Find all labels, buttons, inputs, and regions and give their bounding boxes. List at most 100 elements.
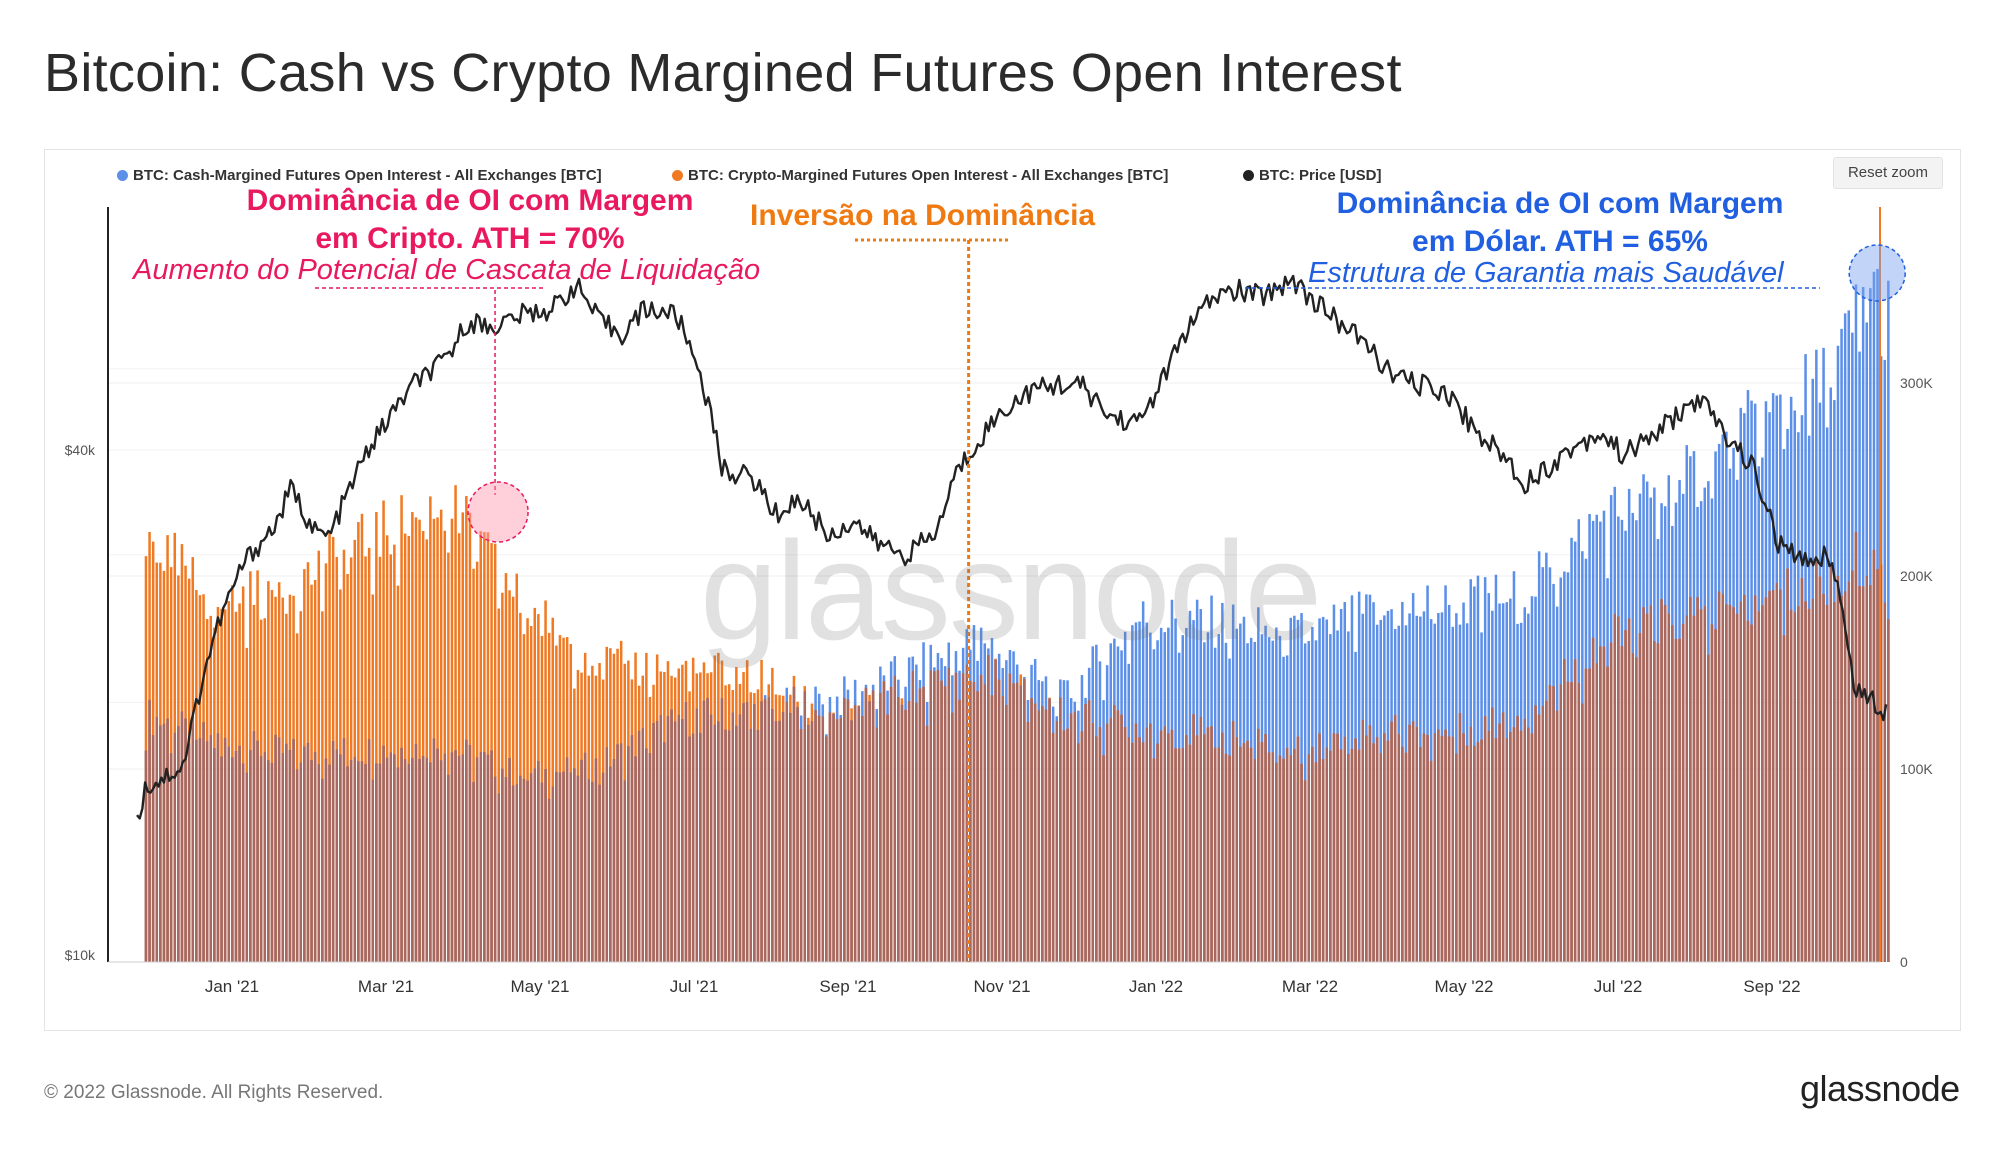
- overlap-bar: [310, 759, 313, 962]
- overlap-bar: [1725, 604, 1728, 962]
- overlap-bar: [623, 780, 627, 962]
- overlap-bar: [1289, 755, 1293, 962]
- overlap-bar: [1512, 727, 1516, 962]
- overlap-bar: [299, 762, 303, 962]
- overlap-bar: [227, 746, 231, 962]
- overlap-bar: [616, 744, 619, 962]
- crypto-bar: [421, 530, 425, 962]
- overlap-bar: [1383, 733, 1386, 962]
- overlap-bar: [1404, 752, 1408, 962]
- overlap-bar: [1570, 682, 1573, 962]
- overlap-bar: [1599, 646, 1602, 962]
- overlap-bar: [853, 704, 857, 962]
- overlap-bar: [573, 768, 576, 962]
- overlap-bar: [810, 721, 814, 962]
- crypto-bar: [457, 533, 461, 962]
- overlap-bar: [195, 739, 198, 962]
- overlap-bar: [911, 671, 915, 962]
- overlap-bar: [490, 750, 493, 962]
- overlap-bar: [702, 700, 706, 962]
- overlap-bar: [778, 720, 781, 962]
- overlap-bar: [1447, 736, 1451, 962]
- overlap-bar: [1523, 718, 1527, 962]
- usd-dominance-circle: [1848, 244, 1906, 302]
- overlap-bar: [537, 761, 540, 962]
- overlap-bar: [1509, 731, 1512, 962]
- overlap-bar: [439, 760, 443, 962]
- overlap-bar: [1757, 611, 1761, 962]
- overlap-bar: [1879, 564, 1883, 962]
- overlap-bar: [317, 764, 321, 962]
- legend-item-crypto[interactable]: BTC: Crypto-Margined Futures Open Intere…: [672, 167, 1168, 184]
- reset-zoom-button[interactable]: Reset zoom: [1833, 157, 1943, 189]
- overlap-bar: [1552, 686, 1555, 962]
- y-right-tick-label: 100K: [1900, 761, 1933, 777]
- overlap-bar: [699, 732, 702, 962]
- overlap-bar: [1663, 604, 1667, 962]
- overlap-bar: [925, 725, 929, 962]
- overlap-bar: [1037, 710, 1041, 962]
- overlap-bar: [425, 757, 429, 962]
- overlap-bar: [400, 747, 403, 962]
- legend-label-crypto: BTC: Crypto-Margined Futures Open Intere…: [688, 167, 1169, 184]
- annotation-usd-dominance: Dominância de OI com Margem em Dólar. AT…: [1320, 185, 1800, 261]
- overlap-bar: [850, 720, 853, 962]
- legend-item-cash[interactable]: BTC: Cash-Margined Futures Open Interest…: [117, 167, 602, 184]
- overlap-bar: [1231, 721, 1235, 962]
- overlap-bar: [670, 709, 673, 962]
- overlap-bar: [889, 687, 893, 962]
- overlap-bar: [191, 715, 195, 962]
- overlap-bar: [1487, 730, 1491, 962]
- overlap-bar: [1656, 643, 1660, 962]
- overlap-bar: [943, 686, 947, 962]
- overlap-bar: [1066, 728, 1069, 962]
- overlap-bar: [155, 716, 159, 962]
- overlap-bar: [612, 759, 616, 962]
- overlap-bar: [1321, 759, 1325, 962]
- overlap-bar: [1591, 637, 1595, 962]
- overlap-bar: [1642, 607, 1645, 962]
- overlap-bar: [209, 735, 213, 962]
- overlap-bar: [756, 729, 760, 962]
- overlap-bar: [821, 716, 825, 962]
- overlap-bar: [1462, 733, 1465, 962]
- crypto-bar: [465, 496, 468, 962]
- overlap-bar: [1782, 635, 1786, 962]
- overlap-bar: [1822, 593, 1825, 962]
- crypto-bar: [378, 556, 382, 962]
- overlap-bar: [1548, 685, 1552, 962]
- overlap-bar: [1192, 714, 1195, 962]
- overlap-bar: [1581, 703, 1584, 962]
- overlap-bar: [976, 691, 979, 962]
- overlap-bar: [1473, 745, 1476, 962]
- overlap-bar: [270, 762, 274, 962]
- overlap-bar: [695, 708, 699, 962]
- legend-item-price[interactable]: BTC: Price [USD]: [1243, 167, 1382, 184]
- overlap-bar: [1735, 613, 1739, 962]
- overlap-bar: [1343, 736, 1347, 962]
- overlap-bar: [864, 687, 868, 962]
- overlap-bar: [418, 759, 421, 962]
- crypto-bar: [371, 594, 375, 962]
- overlap-bar: [382, 745, 385, 962]
- overlap-bar: [1887, 619, 1890, 962]
- overlap-bar: [324, 758, 328, 962]
- overlap-bar: [479, 751, 483, 962]
- overlap-bar: [947, 667, 951, 962]
- overlap-bar: [1458, 712, 1462, 962]
- overlap-bar: [871, 690, 875, 962]
- overlap-bar: [731, 712, 735, 962]
- overlap-bar: [1397, 734, 1401, 962]
- overlap-bar: [663, 742, 666, 962]
- overlap-bar: [1217, 747, 1221, 962]
- overlap-bar: [1761, 605, 1764, 962]
- overlap-bar: [1336, 733, 1339, 962]
- overlap-bar: [1113, 705, 1116, 962]
- overlap-bar: [1527, 727, 1530, 962]
- crypto-bar: [407, 535, 411, 962]
- overlap-bar: [843, 698, 846, 962]
- overlap-bar: [1138, 737, 1141, 962]
- overlap-bar: [267, 760, 270, 962]
- overlap-bar: [1141, 742, 1145, 962]
- overlap-bar: [1563, 658, 1566, 962]
